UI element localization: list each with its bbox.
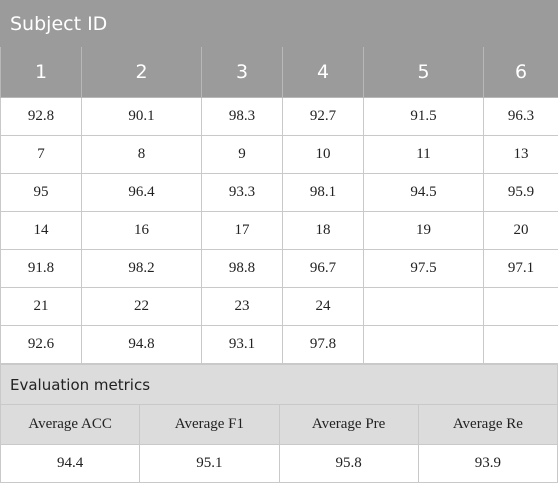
evaluation-value-cell: 93.9 (417, 444, 558, 483)
table-row: 92.6 94.8 93.1 97.8 (0, 325, 558, 364)
table-cell: 93.1 (201, 325, 283, 364)
table-cell: 19 (363, 211, 484, 250)
table-cell: 98.8 (201, 249, 283, 288)
subject-table: Subject ID 1 2 3 4 5 6 92.8 90.1 98.3 92.7 9… (0, 0, 558, 364)
evaluation-header-cell: Average Pre (278, 404, 419, 445)
subject-header-cell: 5 (363, 46, 484, 98)
table-cell: 13 (482, 135, 558, 174)
table-cell: 92.6 (0, 325, 82, 364)
table-cell: 17 (201, 211, 283, 250)
table-cell: 98.2 (81, 249, 202, 288)
table-row: 95 96.4 93.3 98.1 94.5 95.9 (0, 173, 558, 212)
subject-header-cell: 4 (282, 46, 364, 98)
table-cell: 91.5 (363, 97, 484, 136)
subject-header-cell: 3 (201, 46, 283, 98)
table-row: 21 22 23 24 (0, 287, 558, 326)
table-cell (482, 325, 558, 364)
table-row: 92.8 90.1 98.3 92.7 91.5 96.3 (0, 97, 558, 136)
table-cell: 18 (282, 211, 364, 250)
evaluation-title-row: Evaluation metrics (0, 364, 558, 405)
table-cell: 95 (0, 173, 82, 212)
table-cell: 93.3 (201, 173, 283, 212)
subject-header-cell: 6 (482, 46, 558, 98)
evaluation-value-cell: 95.8 (278, 444, 419, 483)
evaluation-header-cell: Average Re (417, 404, 558, 445)
table-row: 91.8 98.2 98.8 96.7 97.5 97.1 (0, 249, 558, 288)
subject-table-body: 92.8 90.1 98.3 92.7 91.5 96.3 7 8 9 10 11 13 95 96.4 9… (0, 97, 558, 364)
table-cell (482, 287, 558, 326)
subject-header-row: 1 2 3 4 5 6 (0, 46, 558, 98)
table-cell (363, 287, 484, 326)
table-cell: 21 (0, 287, 82, 326)
table-cell: 91.8 (0, 249, 82, 288)
table-cell: 97.5 (363, 249, 484, 288)
table-cell: 90.1 (81, 97, 202, 136)
table-cell: 22 (81, 287, 202, 326)
table-row: 14 16 17 18 19 20 (0, 211, 558, 250)
table-cell: 8 (81, 135, 202, 174)
table-cell: 96.3 (482, 97, 558, 136)
evaluation-header-cell: Average F1 (139, 404, 280, 445)
table-cell: 11 (363, 135, 484, 174)
table-cell: 14 (0, 211, 82, 250)
subject-title-row: Subject ID (0, 0, 558, 47)
subject-header-cell: 2 (81, 46, 202, 98)
table-cell: 96.4 (81, 173, 202, 212)
evaluation-header-row: Average ACC Average F1 Average Pre Avera… (0, 404, 558, 445)
evaluation-value-cell: 95.1 (139, 444, 280, 483)
table-cell: 9 (201, 135, 283, 174)
table-cell: 94.5 (363, 173, 484, 212)
subject-header-cell: 1 (0, 46, 82, 98)
evaluation-header-cell: Average ACC (0, 404, 141, 445)
table-cell: 20 (482, 211, 558, 250)
table-cell (363, 325, 484, 364)
table-cell: 97.1 (482, 249, 558, 288)
table-cell: 97.8 (282, 325, 364, 364)
table-cell: 16 (81, 211, 202, 250)
table-cell: 95.9 (482, 173, 558, 212)
table-cell: 24 (282, 287, 364, 326)
table-row: 7 8 9 10 11 13 (0, 135, 558, 174)
subject-table-title: Subject ID (0, 0, 558, 47)
table-cell: 92.7 (282, 97, 364, 136)
table-cell: 23 (201, 287, 283, 326)
table-cell: 98.3 (201, 97, 283, 136)
table-cell: 96.7 (282, 249, 364, 288)
evaluation-title: Evaluation metrics (0, 364, 558, 405)
evaluation-table: Evaluation metrics Average ACC Average F… (0, 364, 558, 483)
evaluation-value-cell: 94.4 (0, 444, 141, 483)
table-cell: 10 (282, 135, 364, 174)
table-cell: 98.1 (282, 173, 364, 212)
table-cell: 94.8 (81, 325, 202, 364)
table-cell: 7 (0, 135, 82, 174)
table-cell: 92.8 (0, 97, 82, 136)
evaluation-values-row: 94.4 95.1 95.8 93.9 (0, 444, 558, 483)
